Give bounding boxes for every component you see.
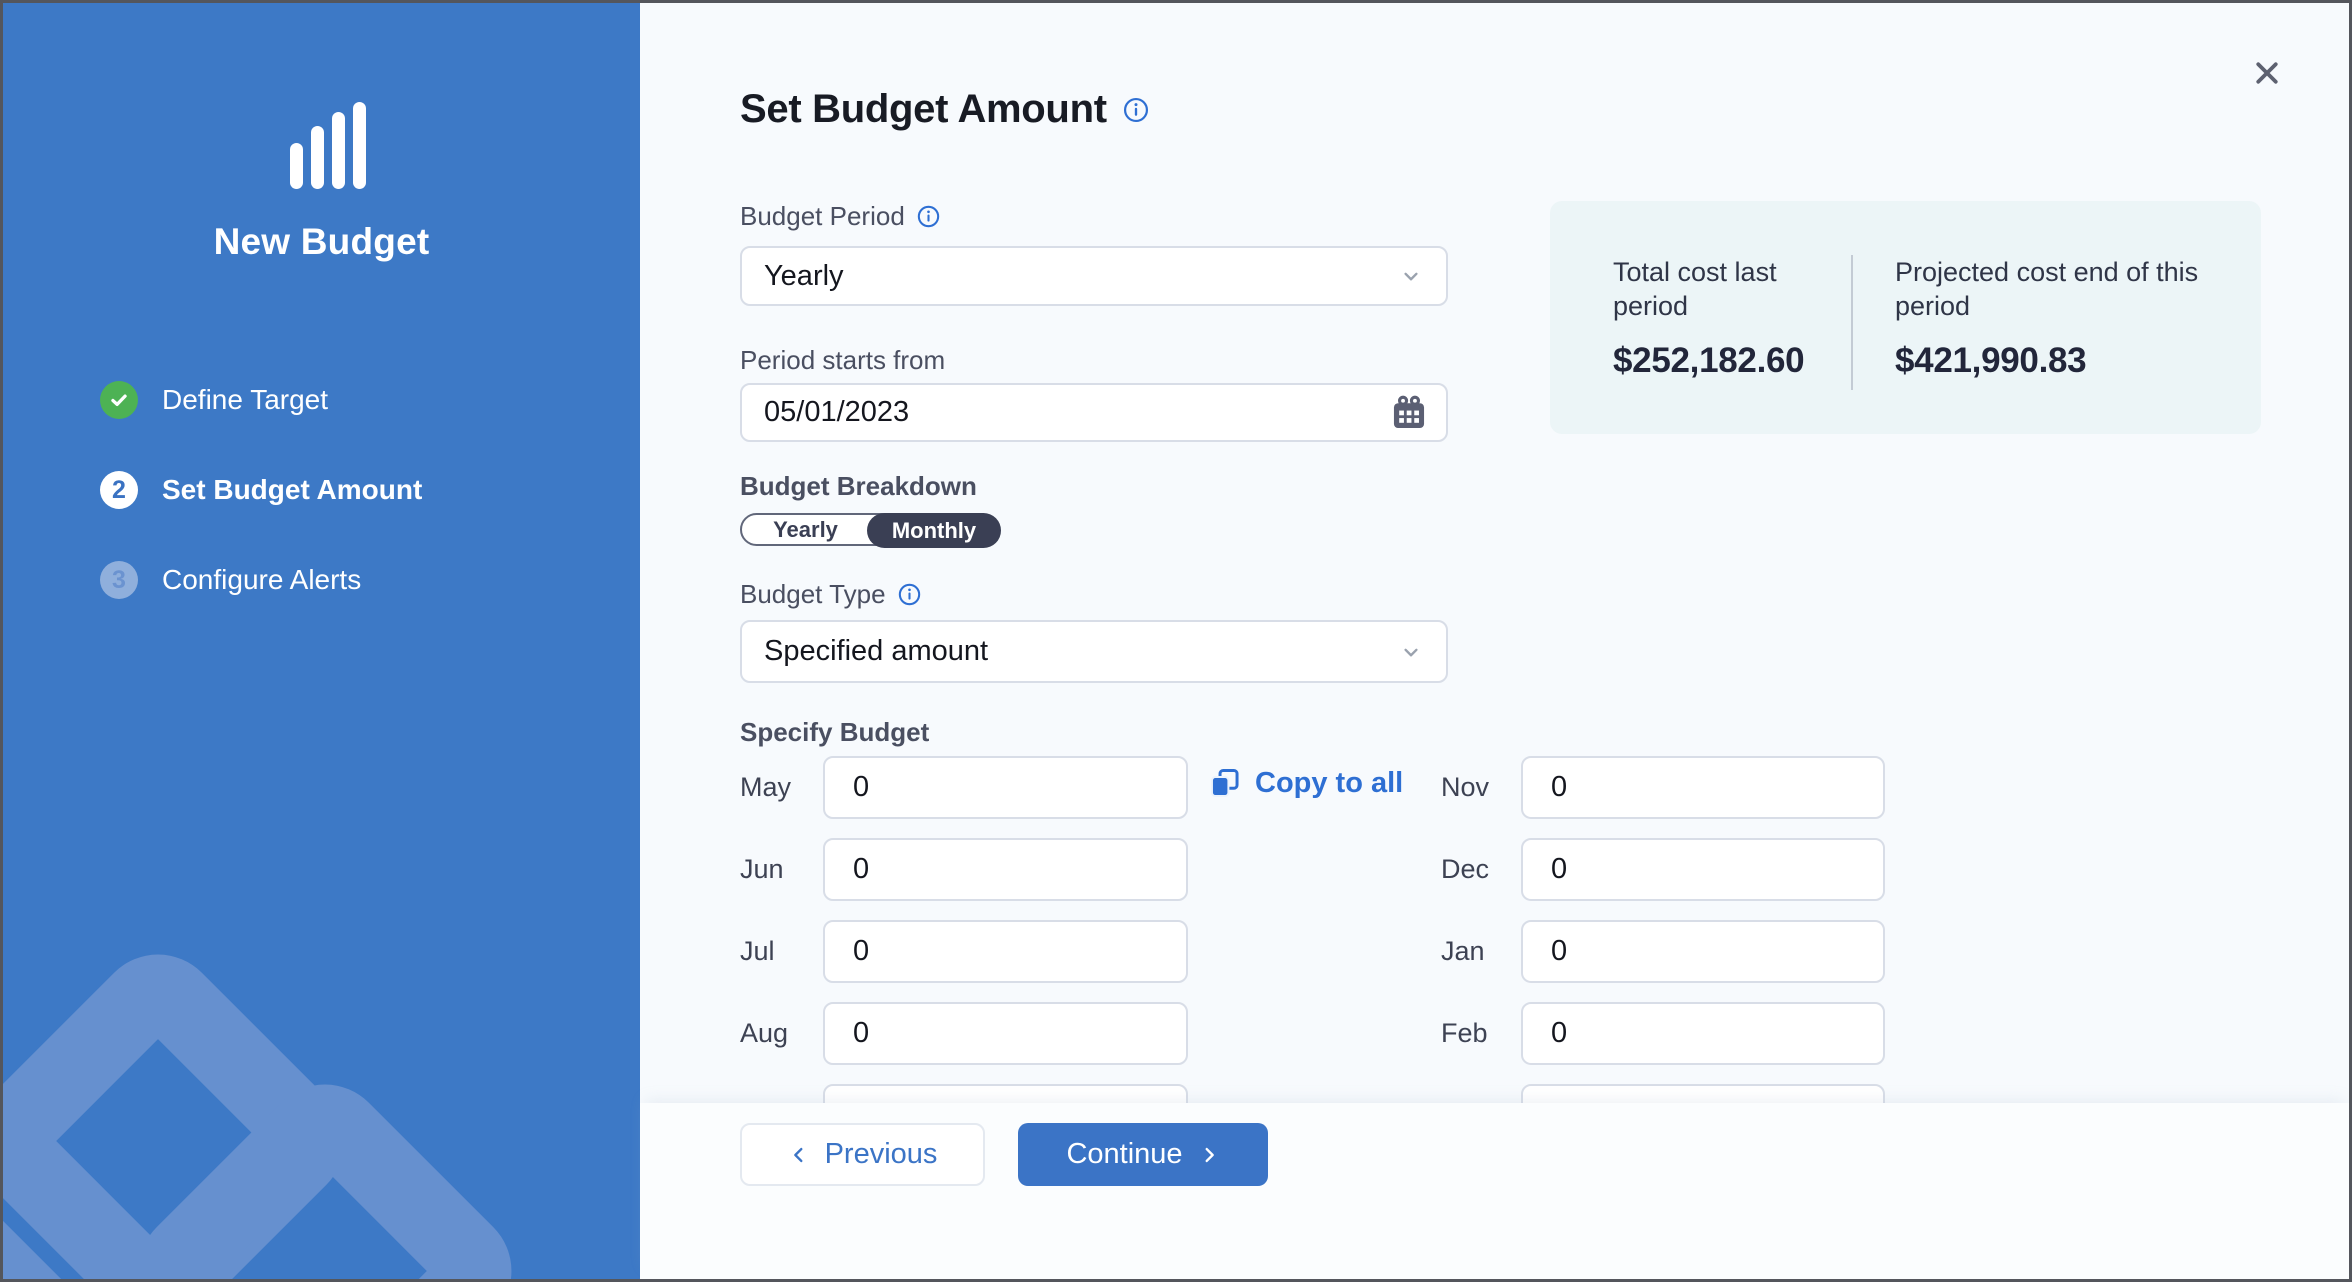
month-amount-input-jun[interactable] <box>825 840 1186 899</box>
previous-button[interactable]: Previous <box>740 1123 985 1186</box>
info-icon[interactable] <box>917 205 940 228</box>
budget-breakdown-toggle[interactable]: Yearly Monthly <box>740 513 1001 548</box>
step-define-target[interactable]: Define Target <box>100 381 422 419</box>
toggle-option-yearly[interactable]: Yearly <box>773 516 838 542</box>
month-row: Nov <box>1441 756 1885 819</box>
budget-period-label: Budget Period <box>740 201 940 232</box>
period-starts-input[interactable] <box>742 396 1304 429</box>
cost-summary-card: Total cost last period $252,182.60 Proje… <box>1550 201 2261 434</box>
check-icon <box>100 381 138 419</box>
toggle-option-monthly[interactable]: Monthly <box>867 513 1001 548</box>
period-starts-field <box>740 383 1448 442</box>
total-cost-last-period: Total cost last period $252,182.60 <box>1613 255 1813 434</box>
month-row: Jan <box>1441 920 1885 983</box>
step-label: Set Budget Amount <box>162 474 423 505</box>
step-set-budget-amount[interactable]: 2 Set Budget Amount <box>100 471 422 509</box>
budget-type-value: Specified amount <box>764 635 989 667</box>
continue-button[interactable]: Continue <box>1018 1123 1268 1186</box>
month-label: May <box>740 772 792 802</box>
copy-icon <box>1208 766 1242 800</box>
wizard-footer: Previous Continue <box>640 1103 2349 1279</box>
calendar-icon[interactable] <box>1388 392 1430 434</box>
summary-value: $421,990.83 <box>1895 341 2087 380</box>
summary-label: Projected cost end of this period <box>1895 257 2199 321</box>
step-label: Configure Alerts <box>162 564 362 595</box>
wizard-sidebar: New Budget Define Target 2 Set Budget Am… <box>3 3 640 1279</box>
step-number-badge: 2 <box>100 471 138 509</box>
budget-period-select[interactable]: Yearly <box>740 246 1448 306</box>
month-amount-input-feb[interactable] <box>1523 1004 1883 1063</box>
chevron-right-icon <box>1198 1144 1220 1166</box>
summary-value: $252,182.60 <box>1613 341 1805 380</box>
budget-type-select[interactable]: Specified amount <box>740 620 1448 683</box>
month-amount-input-jul[interactable] <box>825 922 1186 981</box>
month-row: Feb <box>1441 1002 1885 1065</box>
month-amount-input-nov[interactable] <box>1523 758 1883 817</box>
specify-budget-label: Specify Budget <box>740 717 930 747</box>
month-label: Jan <box>1441 936 1485 966</box>
close-icon[interactable] <box>2241 47 2293 99</box>
month-label: Jun <box>740 854 784 884</box>
month-row: Aug <box>740 1002 1188 1065</box>
info-icon[interactable] <box>1123 97 1149 123</box>
budget-breakdown-label: Budget Breakdown <box>740 471 977 501</box>
copy-to-all-button[interactable]: Copy to all <box>1208 766 1403 800</box>
step-label: Define Target <box>162 384 329 415</box>
info-icon[interactable] <box>898 583 921 606</box>
summary-label: Total cost last period <box>1613 257 1777 321</box>
period-starts-label: Period starts from <box>740 345 946 375</box>
bar-chart-logo-icon <box>290 102 366 189</box>
chevron-down-icon <box>1398 639 1424 665</box>
wizard-steps: Define Target 2 Set Budget Amount 3 Conf… <box>100 381 422 651</box>
month-label: Feb <box>1441 1018 1488 1048</box>
page-header: Set Budget Amount <box>740 87 1149 132</box>
month-label: Jul <box>740 936 775 966</box>
month-row: Jul <box>740 920 1188 983</box>
wizard-title: New Budget <box>213 221 430 262</box>
chevron-left-icon <box>788 1144 810 1166</box>
step-number-badge: 3 <box>100 561 138 599</box>
month-label: Dec <box>1441 854 1490 884</box>
projected-cost-end-period: Projected cost end of this period $421,9… <box>1895 255 2231 434</box>
month-label: Nov <box>1441 772 1490 802</box>
month-amount-input-may[interactable] <box>825 758 1186 817</box>
chevron-down-icon <box>1398 263 1424 289</box>
month-amount-input-dec[interactable] <box>1523 840 1883 899</box>
month-label: Aug <box>740 1018 789 1048</box>
step-configure-alerts[interactable]: 3 Configure Alerts <box>100 561 422 599</box>
month-row: Jun <box>740 838 1188 901</box>
month-column-left: May Jun Jul Aug <box>740 756 1188 1166</box>
month-amount-input-jan[interactable] <box>1523 922 1883 981</box>
budget-period-value: Yearly <box>764 259 844 292</box>
budget-type-label: Budget Type <box>740 579 921 610</box>
page-title: Set Budget Amount <box>740 87 1107 131</box>
month-row: May <box>740 756 1188 819</box>
month-row: Dec <box>1441 838 1885 901</box>
divider <box>1851 255 1853 390</box>
month-amount-input-aug[interactable] <box>825 1004 1186 1063</box>
